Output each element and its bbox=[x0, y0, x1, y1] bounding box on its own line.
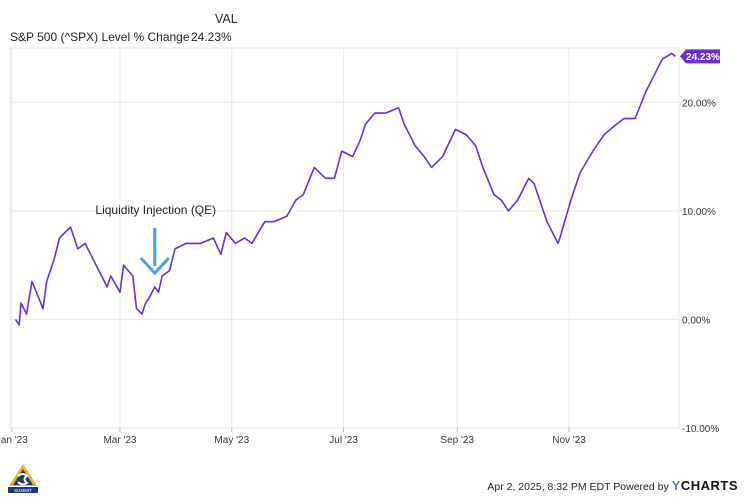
end-label-text: 24.23% bbox=[686, 52, 720, 63]
ycharts-logo: YCHARTS bbox=[671, 478, 738, 493]
y-tick-label: 0.00% bbox=[682, 315, 710, 326]
value-column-header: VAL bbox=[215, 12, 238, 26]
series-end-label: 24.23% bbox=[680, 49, 720, 64]
y-tick-label: -10.00% bbox=[682, 424, 719, 435]
legend-header: VAL S&P 500 (^SPX) Level % Change 24.23% bbox=[10, 8, 250, 48]
x-tick-label: Nov '23 bbox=[552, 435, 586, 446]
series-line bbox=[14, 52, 676, 326]
x-tick-label: Jan '23 bbox=[0, 435, 28, 446]
x-tick-label: Mar '23 bbox=[103, 435, 136, 446]
annotation-label: Liquidity Injection (QE) bbox=[95, 203, 216, 217]
axes: -10.00% 0.00% 10.00% 20.00% Jan '23 Mar '23 Ma… bbox=[0, 98, 719, 446]
grid bbox=[9, 47, 680, 429]
annotations: Liquidity Injection (QE) bbox=[95, 203, 216, 276]
annotation-arrow-head bbox=[139, 256, 170, 276]
summit-logo: SUMMIT bbox=[6, 462, 40, 494]
y-tick-label: 20.00% bbox=[682, 98, 716, 109]
footer-timestamp: Apr 2, 2025, 8:32 PM EDT Powered by bbox=[487, 481, 669, 493]
x-tick-label: May '23 bbox=[214, 435, 249, 446]
series-name: S&P 500 (^SPX) Level % Change bbox=[10, 30, 190, 44]
plot-border bbox=[9, 47, 680, 429]
end-label-box bbox=[680, 49, 720, 64]
series-value: 24.23% bbox=[191, 30, 232, 44]
x-tick-label: Jul '23 bbox=[329, 435, 358, 446]
x-tick-label: Sep '23 bbox=[440, 435, 474, 446]
series-layer: 24.23% bbox=[14, 49, 720, 326]
svg-text:SUMMIT: SUMMIT bbox=[14, 488, 32, 493]
y-tick-label: 10.00% bbox=[682, 207, 716, 218]
footer: Apr 2, 2025, 8:32 PM EDT Powered by YCHA… bbox=[487, 478, 738, 493]
